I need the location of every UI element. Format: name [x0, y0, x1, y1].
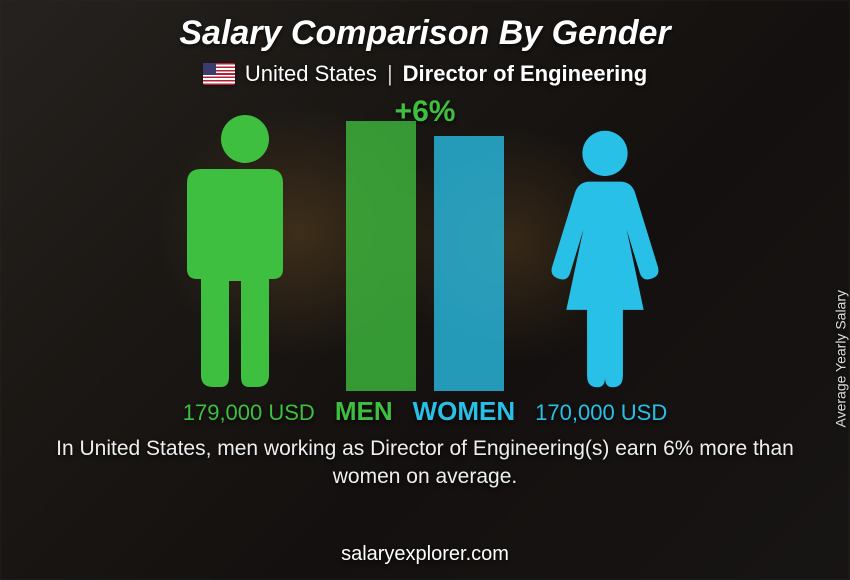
female-figure-icon — [545, 127, 665, 391]
women-bar — [434, 136, 504, 391]
men-salary-label: 179,000 USD — [183, 400, 315, 426]
us-flag-icon — [203, 63, 235, 85]
subtitle-row: United States | Director of Engineering — [0, 61, 850, 87]
job-title-label: Director of Engineering — [403, 61, 647, 87]
main-title: Salary Comparison By Gender — [0, 0, 850, 53]
male-figure-icon — [185, 111, 305, 391]
country-label: United States — [245, 61, 377, 87]
bar-group — [346, 121, 504, 391]
separator: | — [387, 61, 393, 87]
women-salary-label: 170,000 USD — [535, 400, 667, 426]
description-text: In United States, men working as Directo… — [0, 435, 850, 492]
chart-area: +6% 179,000 USD MEN W — [145, 97, 705, 427]
labels-row: 179,000 USD MEN WOMEN 170,000 USD — [145, 396, 705, 427]
y-axis-label: Average Yearly Salary — [832, 290, 848, 428]
women-category-label: WOMEN — [413, 396, 516, 427]
footer-source: salaryexplorer.com — [0, 543, 850, 566]
infographic-container: Salary Comparison By Gender United State… — [0, 0, 850, 580]
men-category-label: MEN — [335, 396, 393, 427]
men-bar — [346, 121, 416, 391]
